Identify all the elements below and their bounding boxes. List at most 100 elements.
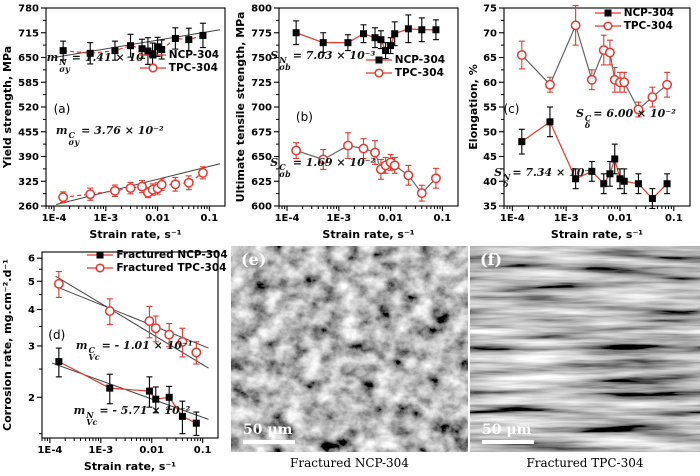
legend-item-ncp-304: NCP-304 (139, 48, 220, 61)
legend-item-ncp-304: NCP-304 (594, 7, 674, 19)
legend-item-tpc-304: TPC-304 (594, 20, 674, 33)
panel-label-a: (a) (53, 102, 71, 117)
chart-svg-d: 1E-4 1E-3 0.01 0.1 2 3 4 5 6 Strain rate, s⁻¹ Corr… (1, 251, 219, 473)
svg-text:5: 5 (28, 277, 35, 288)
legend-item-fractured-ncp-304: Fractured NCP-304 (87, 249, 228, 261)
panel-label-d: (d) (48, 327, 66, 342)
svg-text:0.1: 0.1 (201, 213, 219, 224)
svg-text:Corrosion rate, mg.cm⁻².d⁻¹: Corrosion rate, mg.cm⁻².d⁻¹ (1, 259, 14, 431)
svg-text:1E-3: 1E-3 (93, 213, 118, 224)
svg-text:0.01: 0.01 (145, 213, 170, 224)
legend-item-tpc-304: TPC-304 (139, 61, 219, 74)
svg-text:Yield strength, MPa: Yield strength, MPa (1, 46, 14, 169)
svg-text:700: 700 (251, 103, 272, 114)
svg-text:40: 40 (483, 177, 497, 188)
svg-text:650: 650 (251, 152, 272, 163)
scale-bar-f: 50 μm (482, 422, 534, 444)
chart-svg-a: 1E-4 1E-3 0.01 0.1 260 325 390 455 520 585 650 715 7… (1, 4, 226, 241)
svg-text:625: 625 (251, 177, 272, 188)
slope-annotation-d-2: m N Vc = - 5.71 × 10⁻² (73, 404, 191, 428)
legend-c: NCP-304 TPC-304 (594, 7, 674, 33)
panel-label-b: (b) (295, 109, 313, 124)
svg-text:520: 520 (18, 103, 39, 114)
legend-label: TPC-304 (394, 66, 444, 79)
svg-text:60: 60 (483, 78, 497, 89)
legend-a: NCP-304 TPC-304 (139, 48, 220, 74)
square-marker-icon (87, 251, 114, 259)
svg-text:1E-3: 1E-3 (326, 213, 351, 224)
circle-marker-icon (594, 21, 621, 31)
svg-text:600: 600 (251, 202, 272, 213)
svg-text:715: 715 (18, 28, 39, 39)
svg-text:6: 6 (28, 254, 35, 265)
svg-text:1E-4: 1E-4 (500, 213, 525, 224)
svg-text:65: 65 (483, 53, 497, 64)
svg-text:650: 650 (18, 53, 39, 64)
svg-text:1E-3: 1E-3 (88, 445, 113, 456)
svg-text:1E-4: 1E-4 (42, 213, 67, 224)
legend-item-ncp-304: NCP-304 (365, 53, 446, 66)
svg-text:775: 775 (251, 28, 272, 39)
svg-text:1E-4: 1E-4 (37, 445, 62, 456)
legend-label: NCP-304 (168, 48, 220, 61)
svg-text:585: 585 (18, 78, 39, 89)
sem-image-fractured-tpc-304: (f) 50 μm (470, 246, 700, 452)
svg-text:0.1: 0.1 (194, 445, 212, 456)
scale-bar-line (243, 440, 295, 444)
scale-bar-line (482, 440, 534, 444)
chart-yield-strength: 1E-4 1E-3 0.01 0.1 260 325 390 455 520 585 650 715 7… (0, 0, 233, 244)
legend-label: TPC-304 (168, 61, 218, 74)
legend-label: Fractured TPC-304 (116, 261, 227, 274)
svg-text:325: 325 (18, 177, 39, 188)
legend-label: TPC-304 (623, 20, 673, 33)
legend-item-fractured-tpc-304: Fractured TPC-304 (87, 262, 227, 274)
svg-text:35: 35 (483, 202, 497, 213)
legend-b: NCP-304 TPC-304 (365, 53, 446, 79)
svg-text:Elongation, %: Elongation, % (467, 64, 480, 149)
svg-text:Strain rate, s⁻¹: Strain rate, s⁻¹ (322, 228, 414, 241)
svg-text:1E-3: 1E-3 (554, 213, 579, 224)
svg-text:Strain rate, s⁻¹: Strain rate, s⁻¹ (84, 460, 176, 473)
svg-text:0.01: 0.01 (608, 213, 633, 224)
chart-ultimate-tensile-strength: 1E-4 1E-3 0.01 0.1 600 625 650 675 700 725 750 775 8… (233, 0, 466, 244)
scale-bar-label: 50 μm (482, 422, 532, 438)
panel-label-f: (f) (480, 250, 503, 269)
svg-text:0.01: 0.01 (139, 445, 164, 456)
legend-label: NCP-304 (394, 53, 446, 66)
square-marker-icon (139, 51, 166, 59)
svg-text:Strain rate, s⁻¹: Strain rate, s⁻¹ (551, 228, 643, 241)
svg-text:725: 725 (251, 78, 272, 89)
legend-d: Fractured NCP-304 Fractured TPC-304 (87, 249, 228, 274)
svg-text:455: 455 (18, 127, 39, 138)
svg-text:750: 750 (251, 53, 272, 64)
svg-text:50: 50 (483, 127, 497, 138)
circle-marker-icon (139, 63, 166, 73)
svg-text:3: 3 (28, 341, 35, 352)
svg-text:Strain rate, s⁻¹: Strain rate, s⁻¹ (89, 228, 181, 241)
caption-fractured-tpc-304: Fractured TPC-304 (526, 456, 644, 470)
sem-image-fractured-ncp-304: (e) 50 μm (231, 246, 468, 452)
square-marker-icon (365, 56, 392, 64)
svg-text:390: 390 (18, 152, 39, 163)
sem-noise-layer (470, 246, 700, 452)
panel-label-e: (e) (241, 250, 267, 269)
svg-text:45: 45 (483, 152, 497, 163)
caption-fractured-ncp-304: Fractured NCP-304 (290, 456, 409, 470)
slope-annotation-d-1: m C Vc = - 1.01 × 10⁻¹ (75, 339, 193, 363)
svg-text:800: 800 (251, 4, 272, 15)
svg-text:55: 55 (483, 103, 497, 114)
circle-marker-icon (365, 68, 392, 78)
sem-noise-layer (231, 246, 468, 452)
panel-label-c: (c) (503, 102, 520, 117)
sem-texture-granular (231, 246, 468, 452)
chart-corrosion-rate: 1E-4 1E-3 0.01 0.1 2 3 4 5 6 Strain rate, s⁻¹ Corr… (0, 244, 230, 476)
svg-text:260: 260 (18, 202, 39, 213)
svg-text:70: 70 (483, 28, 497, 39)
chart-svg-c: 1E-4 1E-3 0.01 0.1 35 40 45 50 55 60 65 70 75 Strain … (467, 4, 691, 241)
